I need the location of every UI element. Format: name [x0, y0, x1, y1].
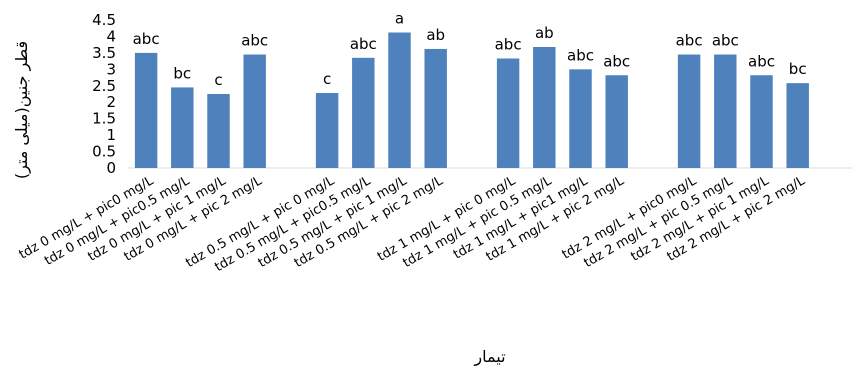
- data-label: ab: [535, 24, 554, 42]
- y-tick-label: 1.5: [92, 110, 116, 128]
- data-label: abc: [567, 46, 594, 64]
- data-label: abc: [241, 32, 268, 50]
- bar: [352, 57, 375, 169]
- y-tick-label: 2: [106, 93, 116, 111]
- bar: [786, 83, 809, 168]
- data-label: abc: [603, 52, 630, 70]
- data-label: bc: [789, 60, 807, 78]
- data-label: c: [214, 71, 222, 89]
- bar: [533, 46, 556, 168]
- bar: [171, 87, 194, 168]
- y-tick-label: 1: [106, 126, 116, 144]
- data-label: abc: [133, 30, 160, 48]
- data-label: a: [395, 9, 404, 27]
- bar: [388, 32, 411, 169]
- bar: [569, 69, 592, 168]
- data-label: abc: [748, 52, 775, 70]
- data-label: c: [323, 70, 331, 88]
- x-axis-title: تیمار: [473, 347, 505, 367]
- data-label: abc: [712, 32, 739, 50]
- data-label: ab: [426, 26, 445, 44]
- y-tick-label: 4.5: [92, 11, 116, 29]
- data-label: abc: [676, 32, 703, 50]
- bar: [677, 54, 701, 168]
- data-label: abc: [495, 35, 522, 53]
- bar: [496, 58, 520, 169]
- y-tick-label: 3.5: [92, 44, 116, 62]
- bar: [424, 48, 447, 168]
- bar: [714, 54, 737, 168]
- bar: [207, 94, 230, 168]
- y-axis-ticks: 4.543.532.521.510.50: [92, 11, 116, 177]
- bar: [134, 52, 158, 169]
- y-tick-label: 4: [106, 27, 116, 45]
- data-label: abc: [350, 35, 377, 53]
- y-tick-label: 0: [106, 159, 116, 177]
- y-tick-label: 2.5: [92, 77, 116, 95]
- y-tick-label: 0.5: [92, 143, 116, 161]
- bar: [750, 75, 773, 168]
- bar: [605, 75, 628, 168]
- bar: [243, 54, 266, 168]
- y-tick-label: 3: [106, 60, 116, 78]
- y-axis-title: قطر جنین(میلی متر): [12, 41, 32, 179]
- bar-series: [134, 32, 809, 169]
- bar: [315, 93, 339, 168]
- data-label: bc: [173, 64, 191, 82]
